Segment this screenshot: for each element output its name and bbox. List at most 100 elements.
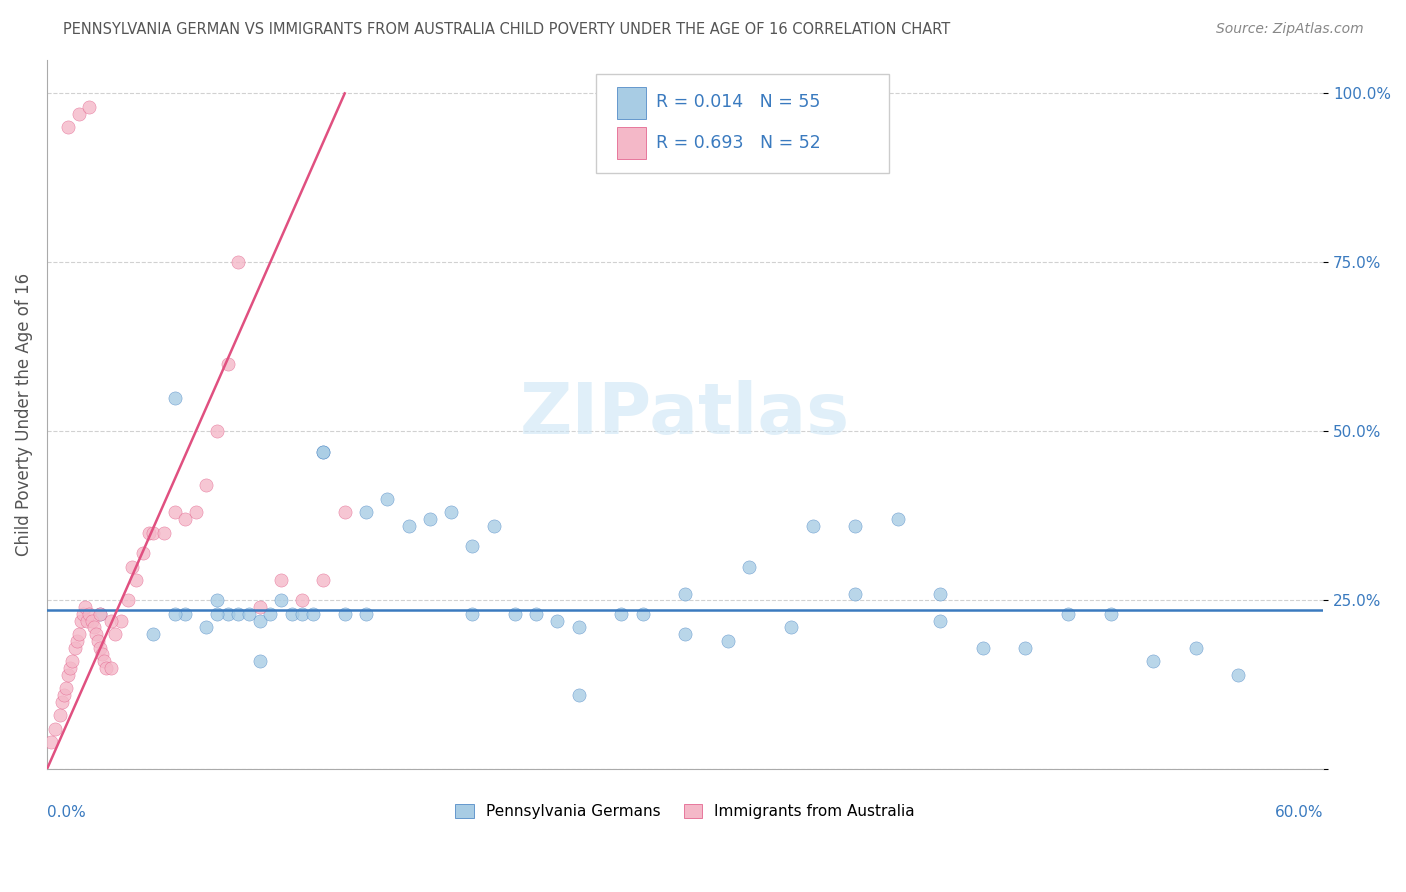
Point: [546, 614, 568, 628]
Text: R = 0.693   N = 52: R = 0.693 N = 52: [655, 134, 821, 152]
Point: [56, 120, 79, 135]
Point: [163, 607, 186, 621]
Point: [83, 620, 105, 634]
Point: [844, 586, 866, 600]
Point: [52, 688, 75, 702]
Point: [333, 506, 356, 520]
Point: [62, 654, 84, 668]
Point: [291, 607, 314, 621]
Point: [301, 607, 323, 621]
Point: [929, 586, 952, 600]
Point: [1184, 640, 1206, 655]
Text: R = 0.014   N = 55: R = 0.014 N = 55: [655, 93, 820, 112]
Point: [568, 620, 591, 634]
Point: [131, 546, 153, 560]
Point: [280, 607, 302, 621]
Point: [63, 640, 86, 655]
Text: ZIPatlas: ZIPatlas: [520, 380, 851, 449]
Point: [153, 525, 176, 540]
Point: [39, 735, 62, 749]
Point: [312, 444, 335, 458]
Point: [1014, 640, 1036, 655]
Text: 0.0%: 0.0%: [46, 805, 86, 820]
Point: [174, 607, 197, 621]
Point: [238, 607, 260, 621]
Point: [44, 722, 66, 736]
Point: [228, 607, 250, 621]
Point: [673, 586, 696, 600]
Point: [55, 681, 77, 696]
Point: [100, 661, 122, 675]
Point: [844, 519, 866, 533]
Point: [138, 525, 160, 540]
Point: [249, 654, 271, 668]
Point: [354, 607, 377, 621]
Point: [738, 559, 761, 574]
FancyBboxPatch shape: [596, 74, 890, 173]
Point: [270, 593, 292, 607]
Point: [228, 255, 250, 269]
Point: [312, 573, 335, 587]
Point: [89, 640, 111, 655]
Point: [1057, 607, 1080, 621]
Point: [174, 512, 197, 526]
Point: [1142, 654, 1164, 668]
Point: [568, 688, 591, 702]
Point: [93, 654, 115, 668]
Point: [70, 614, 93, 628]
Point: [163, 506, 186, 520]
Point: [84, 627, 107, 641]
Point: [76, 614, 98, 628]
Point: [163, 391, 186, 405]
Point: [503, 607, 526, 621]
Text: 60.0%: 60.0%: [1275, 805, 1323, 820]
Point: [195, 620, 218, 634]
Point: [72, 607, 94, 621]
Point: [110, 614, 132, 628]
Point: [184, 506, 207, 520]
Point: [1099, 607, 1122, 621]
Point: [142, 627, 165, 641]
Point: [91, 648, 114, 662]
Point: [75, 600, 97, 615]
Point: [270, 573, 292, 587]
Point: [333, 607, 356, 621]
Point: [887, 512, 910, 526]
Point: [249, 614, 271, 628]
Point: [419, 512, 441, 526]
Point: [398, 519, 420, 533]
Point: [673, 627, 696, 641]
Point: [217, 357, 239, 371]
Text: Source: ZipAtlas.com: Source: ZipAtlas.com: [1216, 22, 1364, 37]
Point: [482, 519, 505, 533]
Point: [100, 614, 122, 628]
Point: [79, 607, 101, 621]
Point: [96, 661, 118, 675]
Point: [80, 614, 103, 628]
Point: [79, 100, 101, 114]
Point: [195, 478, 218, 492]
Point: [87, 633, 110, 648]
Point: [56, 667, 79, 681]
Point: [66, 633, 89, 648]
Point: [104, 627, 127, 641]
Point: [610, 607, 633, 621]
Point: [142, 525, 165, 540]
Point: [205, 425, 228, 439]
Point: [631, 607, 654, 621]
Point: [205, 607, 228, 621]
Point: [121, 559, 143, 574]
Point: [461, 539, 484, 553]
Point: [249, 600, 271, 615]
Legend: Pennsylvania Germans, Immigrants from Australia: Pennsylvania Germans, Immigrants from Au…: [450, 798, 921, 825]
Point: [259, 607, 281, 621]
Point: [354, 506, 377, 520]
Point: [117, 593, 139, 607]
Point: [717, 633, 740, 648]
Point: [59, 661, 82, 675]
Point: [217, 607, 239, 621]
Point: [205, 593, 228, 607]
Point: [48, 708, 70, 723]
Point: [375, 491, 398, 506]
Point: [89, 607, 111, 621]
